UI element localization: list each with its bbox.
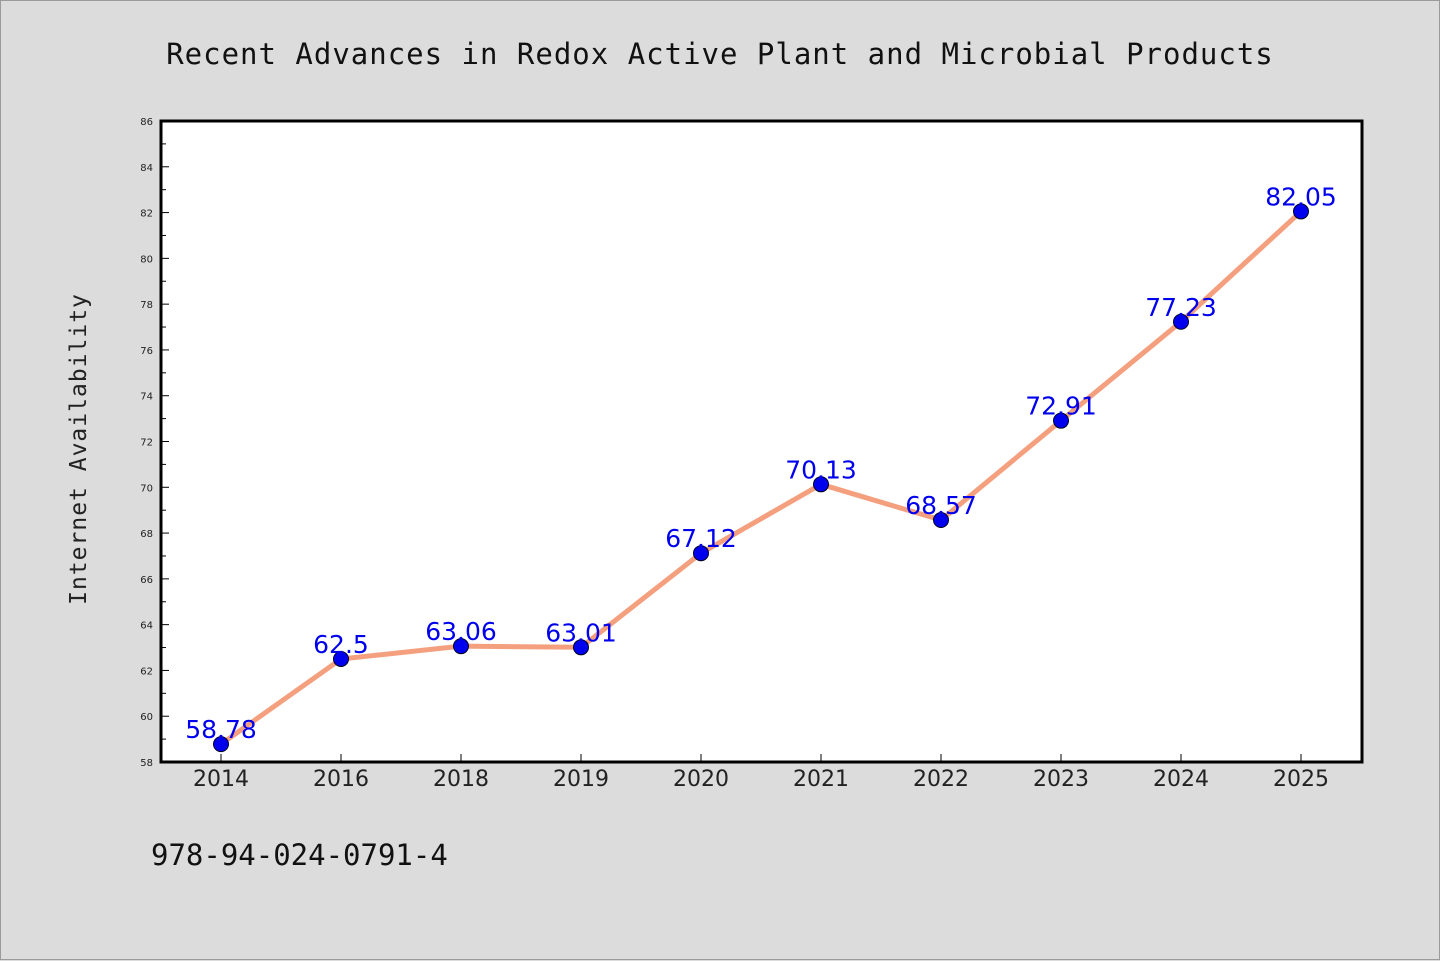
isbn-footnote: 978-94-024-0791-4	[151, 838, 448, 872]
y-tick-label: 68	[140, 529, 153, 540]
data-label: 67.12	[665, 524, 737, 553]
y-tick-label: 62	[140, 666, 153, 677]
x-tick-label: 2024	[1153, 767, 1209, 792]
x-axis: 2014 2016 2018 2019 2020 2021 2022 2023 2024 2025	[193, 754, 1329, 792]
data-point	[693, 545, 709, 562]
y-tick-label: 78	[140, 300, 153, 311]
data-label: 70.13	[785, 455, 857, 484]
data-label: 68.57	[905, 491, 977, 520]
data-label: 82.05	[1265, 182, 1337, 211]
y-tick-label: 80	[140, 254, 153, 265]
y-axis: 58 60 62 64 66 68 70 72 74 76 78 80 82 84 86	[140, 117, 169, 769]
data-point	[1173, 313, 1189, 330]
y-tick-label: 60	[140, 712, 153, 723]
x-tick-label: 2018	[433, 767, 489, 792]
x-tick-label: 2025	[1273, 767, 1329, 792]
data-point	[933, 512, 949, 529]
y-tick-label: 64	[140, 621, 153, 632]
x-tick-label: 2019	[553, 767, 609, 792]
y-tick-label: 58	[140, 758, 153, 769]
y-tick-label: 66	[140, 575, 153, 586]
x-tick-label: 2014	[193, 767, 249, 792]
y-tick-label: 76	[140, 346, 153, 357]
y-tick-label: 72	[140, 438, 153, 449]
x-tick-label: 2016	[313, 767, 369, 792]
data-points	[213, 203, 1309, 753]
x-tick-label: 2022	[913, 767, 969, 792]
data-point	[213, 736, 229, 753]
data-point	[1053, 412, 1069, 429]
series-line	[218, 208, 1304, 747]
data-label: 63.06	[425, 617, 497, 646]
y-tick-label: 70	[140, 483, 153, 494]
x-tick-label: 2023	[1033, 767, 1089, 792]
data-label: 62.5	[313, 630, 369, 659]
x-tick-label: 2020	[673, 767, 729, 792]
y-tick-label: 84	[140, 163, 153, 174]
data-point	[1293, 203, 1309, 220]
data-label: 58.78	[185, 715, 257, 744]
data-point	[333, 650, 349, 667]
y-tick-label: 86	[140, 117, 153, 128]
data-point	[573, 639, 589, 656]
y-axis-label: Internet Availability	[66, 293, 92, 605]
chart-title: Recent Advances in Redox Active Plant an…	[166, 37, 1274, 71]
x-tick-label: 2021	[793, 767, 849, 792]
y-tick-label: 82	[140, 209, 153, 220]
y-tick-label: 74	[140, 392, 153, 403]
data-label: 72.91	[1025, 392, 1097, 421]
data-label: 63.01	[545, 618, 617, 647]
data-point	[453, 638, 469, 655]
data-labels: 58.78 62.5 63.06 63.01 67.12 70.13 68.57 72.91 7…	[185, 182, 1337, 744]
data-label: 77.23	[1145, 293, 1217, 322]
data-point	[813, 476, 829, 493]
